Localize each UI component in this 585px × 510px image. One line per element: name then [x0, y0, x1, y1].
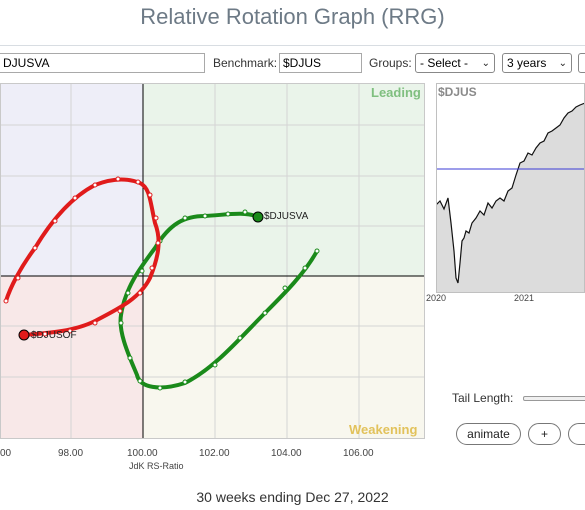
rrg-plot-border — [0, 83, 425, 439]
plus-button[interactable]: + — [528, 423, 561, 445]
benchmark-title: $DJUS — [438, 85, 477, 99]
x-tick-label: 00 — [0, 448, 12, 459]
chevron-down-icon: ⌄ — [558, 58, 567, 69]
tail-length-slider[interactable] — [523, 396, 585, 401]
period-select-value: 3 years — [507, 56, 547, 70]
extra-select[interactable] — [578, 53, 585, 73]
symbols-input[interactable]: DJUSVA — [0, 53, 205, 73]
benchmark-chart — [436, 83, 585, 293]
groups-select[interactable]: - Select - ⌄ — [415, 53, 495, 73]
tail-djusof-points — [3, 176, 161, 337]
series-label-djusof: $DJUSOF — [31, 330, 77, 341]
grid-lines — [0, 83, 425, 439]
animate-button[interactable]: animate — [456, 423, 521, 445]
groups-label: Groups: — [369, 56, 412, 70]
benchmark-input[interactable]: $DJUS — [279, 53, 362, 73]
benchmark-label: Benchmark: — [213, 56, 278, 70]
tail-djusof-head[interactable] — [18, 329, 30, 341]
benchmark-line — [436, 102, 585, 284]
x-tick-label: 104.00 — [271, 448, 302, 459]
chevron-down-icon: ⌄ — [481, 58, 490, 69]
quadrant-weakening-label: Weakening — [349, 422, 418, 437]
x-axis-label: JdK RS-Ratio — [129, 461, 184, 471]
x-tick-label: 102.00 — [199, 448, 230, 459]
extra-button[interactable] — [568, 423, 585, 445]
header-divider — [0, 45, 585, 46]
quadrant-weakening-bg — [143, 276, 425, 439]
page-title: Relative Rotation Graph (RRG) — [140, 4, 445, 29]
rrg-chart — [0, 83, 425, 439]
benchmark-year-label: 2021 — [514, 293, 535, 303]
quadrant-leading-bg — [143, 83, 425, 276]
benchmark-year-label: 2020 — [426, 293, 447, 303]
series-label-djusva: $DJUSVA — [264, 211, 309, 222]
period-select[interactable]: 3 years ⌄ — [502, 53, 572, 73]
tail-length-label: Tail Length: — [452, 391, 514, 405]
tail-djusva-head[interactable] — [252, 211, 264, 223]
benchmark-area — [436, 103, 585, 293]
tail-djusva-points — [118, 209, 320, 391]
x-tick-label: 98.00 — [58, 448, 84, 459]
x-tick-label: 106.00 — [343, 448, 374, 459]
quadrant-leading-label: Leading — [371, 85, 421, 100]
groups-select-value: - Select - — [420, 56, 469, 70]
footer-caption: 30 weeks ending Dec 27, 2022 — [196, 489, 389, 505]
x-tick-label: 100.00 — [127, 448, 158, 459]
